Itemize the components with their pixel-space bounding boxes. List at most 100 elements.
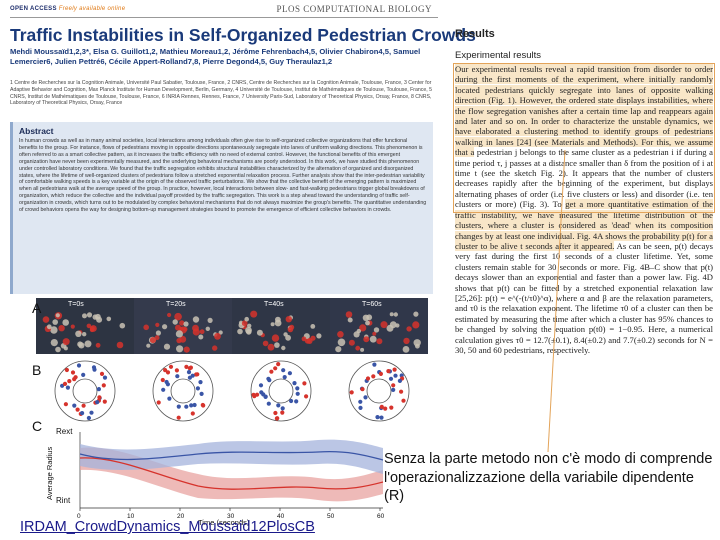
pedestrian-marker — [399, 389, 404, 394]
pedestrian-marker — [160, 377, 165, 383]
photo-time-label: T=60s — [362, 301, 382, 308]
panel-a-photos: T=0s T=20s T=40s T=60s — [36, 298, 428, 354]
pedestrian-marker — [161, 387, 166, 392]
pedestrian-dot — [287, 326, 294, 333]
pedestrian-marker — [349, 390, 354, 395]
pedestrian-marker — [255, 392, 260, 397]
pedestrian-dot — [406, 326, 412, 332]
pedestrian-marker — [156, 400, 161, 405]
pedestrian-marker — [401, 398, 406, 403]
pedestrian-dot — [198, 334, 204, 340]
pedestrian-dot — [389, 312, 394, 317]
pedestrian-marker — [363, 395, 368, 400]
ring-inner — [170, 378, 196, 404]
pedestrian-dot — [359, 324, 367, 332]
pedestrian-marker — [295, 386, 300, 391]
pedestrian-marker — [64, 367, 69, 373]
header-divider — [10, 17, 438, 18]
pedestrian-marker — [287, 371, 292, 376]
pedestrian-marker — [397, 378, 402, 383]
pedestrian-marker — [358, 399, 363, 404]
pedestrian-marker — [273, 410, 278, 416]
pedestrian-marker — [97, 395, 102, 400]
pedestrian-dot — [347, 317, 353, 323]
pedestrian-marker — [195, 386, 200, 391]
pedestrian-marker — [389, 405, 394, 410]
pedestrian-marker — [86, 415, 91, 421]
pedestrian-dot — [335, 346, 342, 353]
pedestrian-marker — [276, 403, 281, 408]
pedestrian-dot — [369, 335, 377, 343]
pedestrian-marker — [251, 392, 256, 397]
pedestrian-marker — [198, 380, 203, 385]
ring-inner — [72, 378, 98, 404]
paper-affiliations: 1 Centre de Recherches sur la Cognition … — [10, 80, 433, 107]
pedestrian-dot — [86, 323, 92, 329]
pedestrian-dot — [274, 342, 280, 348]
pedestrian-dot — [52, 319, 58, 325]
figure-1: T=0s T=20s T=40s T=60s Rext Rint Average… — [28, 298, 438, 527]
pedestrian-dot — [310, 324, 316, 329]
source-link[interactable]: IRDAM_CrowdDynamics_Moussaid12PlosCB — [20, 519, 315, 535]
pedestrian-dot — [363, 336, 370, 343]
pedestrian-marker — [304, 394, 309, 399]
pedestrian-marker — [96, 387, 101, 392]
pedestrian-marker — [295, 391, 300, 396]
pedestrian-marker — [276, 362, 281, 367]
pedestrian-dot — [360, 347, 365, 352]
pedestrian-marker — [379, 404, 384, 409]
pedestrian-marker — [386, 369, 391, 374]
photo-t60 — [330, 298, 428, 354]
chart-ylabel: Average Radius — [45, 447, 54, 500]
pedestrian-dot — [167, 312, 172, 318]
pedestrian-marker — [92, 367, 97, 372]
pedestrian-dot — [154, 335, 160, 341]
x-tick-label: 20 — [177, 513, 185, 520]
pedestrian-dot — [106, 316, 112, 322]
pedestrian-marker — [280, 410, 285, 415]
pedestrian-dot — [149, 337, 157, 344]
photo-time-label: T=0s — [68, 301, 84, 308]
pedestrian-dot — [179, 320, 185, 326]
results-subheading: Experimental results — [455, 50, 542, 61]
pedestrian-dot — [355, 345, 361, 351]
pedestrian-marker — [81, 372, 86, 377]
pedestrian-dot — [214, 332, 221, 340]
open-access-badge: OPEN ACCESS Freely available online — [10, 6, 126, 12]
results-heading: Results — [455, 28, 495, 40]
pedestrian-dot — [244, 316, 249, 322]
pedestrian-dot — [84, 340, 92, 348]
abstract-title: Abstract — [19, 126, 54, 136]
x-tick-label: 0 — [77, 513, 81, 520]
pedestrian-dot — [337, 331, 344, 338]
pedestrian-dot — [380, 321, 388, 329]
panel-c-label: C — [32, 418, 43, 434]
pedestrian-marker — [379, 415, 384, 420]
pedestrian-marker — [263, 394, 268, 399]
pedestrian-marker — [95, 400, 100, 405]
pedestrian-marker — [372, 362, 377, 367]
pedestrian-dot — [250, 310, 258, 318]
pedestrian-marker — [199, 391, 204, 396]
pedestrian-marker — [99, 371, 105, 376]
pedestrian-dot — [42, 316, 50, 323]
pedestrian-marker — [89, 410, 94, 415]
pedestrian-dot — [183, 321, 189, 327]
pedestrian-marker — [302, 381, 307, 386]
pedestrian-dot — [50, 339, 58, 347]
pedestrian-marker — [281, 368, 286, 373]
ring-inner — [268, 378, 294, 404]
pedestrian-dot — [86, 312, 93, 318]
paper-right-column: Results Experimental results Our experim… — [443, 0, 715, 540]
x-tick-label: 50 — [327, 513, 335, 520]
pedestrian-dot — [241, 320, 248, 327]
paper-authors: Mehdi Moussaïd1,2,3*, Elsa G. Guillot1,2… — [10, 47, 421, 66]
pedestrian-dot — [301, 336, 307, 342]
pedestrian-dot — [163, 343, 171, 350]
panel-a-label: A — [32, 300, 42, 316]
pedestrian-dot — [155, 330, 161, 336]
pedestrian-marker — [67, 379, 72, 384]
pedestrian-dot — [162, 324, 168, 330]
pedestrian-marker — [201, 403, 206, 408]
pedestrian-dot — [345, 311, 353, 318]
